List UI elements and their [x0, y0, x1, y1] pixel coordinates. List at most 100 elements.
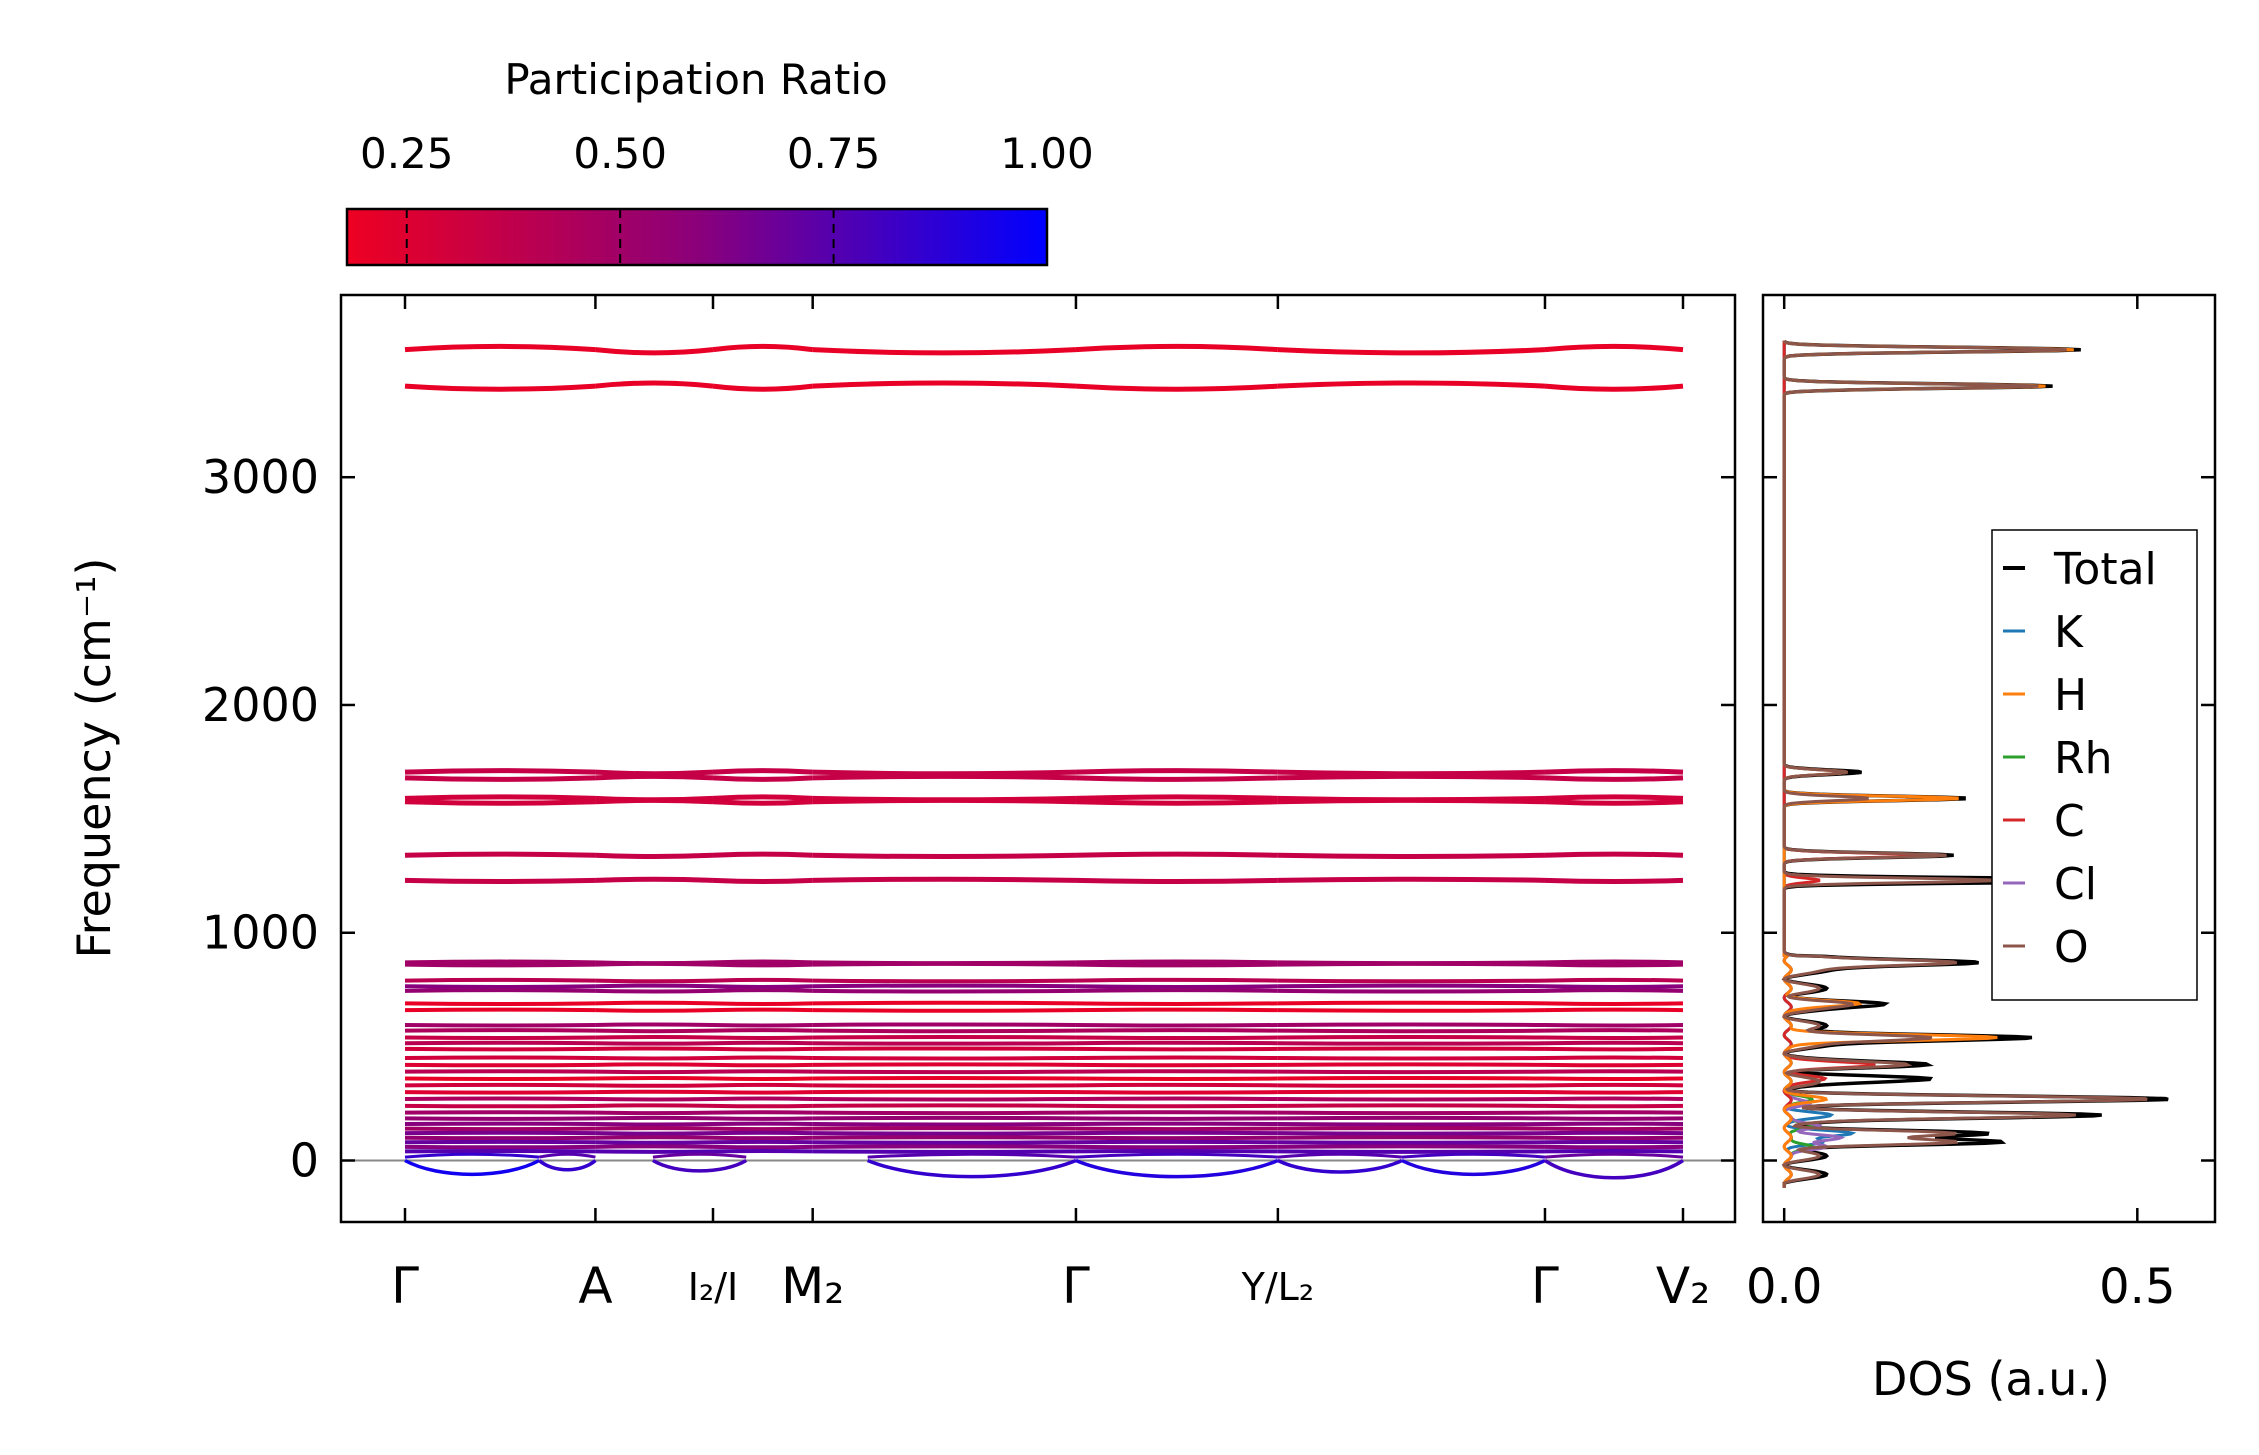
phonon-band [1277, 773, 1546, 781]
colorbar-tick-label: 0.50 [573, 129, 667, 178]
colorbar-title: Participation Ratio [504, 55, 887, 104]
acoustic-branch [1277, 1158, 1403, 1174]
kpoint-label: Γ [391, 1257, 419, 1315]
phonon-band [812, 876, 1076, 883]
phonon-band [1544, 1028, 1684, 1033]
kpoint-label: Γ [1062, 1257, 1090, 1315]
phonon-band [1075, 1001, 1278, 1006]
acoustic-branch [1401, 1158, 1546, 1177]
phonon-band [595, 978, 714, 984]
band-y-tick-label: 2000 [202, 678, 319, 732]
kpoint-label: A [578, 1257, 612, 1315]
phonon-band [595, 347, 714, 356]
phonon-band [812, 1000, 1076, 1006]
phonon-band [404, 962, 596, 968]
phonon-band [1075, 962, 1278, 968]
phonon-band [712, 962, 813, 968]
phonon-band [1544, 959, 1684, 965]
legend-frame [1991, 529, 2198, 1001]
phonon-band [1277, 347, 1546, 356]
phonon-band [404, 988, 596, 993]
phonon-band [712, 959, 813, 965]
phonon-band [404, 959, 596, 965]
phonon-band [812, 380, 1077, 389]
phonon-band [1544, 962, 1684, 968]
phonon-band [595, 380, 714, 389]
colorbar: Participation Ratio 0.25 0.50 0.75 1.00 [345, 55, 1094, 267]
phonon-band [595, 797, 714, 805]
phonon-band [712, 877, 813, 884]
phonon-band [1277, 797, 1546, 805]
phonon-band [1277, 1000, 1545, 1006]
phonon-band [1075, 383, 1279, 392]
dos-x-axis-label: DOS (a.u.) [1872, 1352, 2110, 1406]
kpoint-label: Y/L₂ [1241, 1265, 1314, 1309]
kpoint-label: I₂/I [688, 1265, 738, 1309]
kpoint-label: V₂ [1656, 1257, 1710, 1315]
dos-lines [1781, 340, 2188, 1188]
acoustic-branch [1075, 1158, 1279, 1179]
acoustic-branch [1401, 1152, 1546, 1159]
acoustic-branch [404, 1152, 540, 1159]
phonon-band [404, 775, 596, 782]
phonon-band [712, 851, 813, 858]
phonon-band [1544, 851, 1684, 858]
phonon-band [404, 977, 596, 983]
phonon-band [712, 768, 813, 775]
phonon-band [1075, 768, 1278, 775]
dos-y-ticks [1763, 475, 2215, 1162]
phonon-band [1277, 983, 1546, 989]
legend-label-cl: Cl [2054, 859, 2097, 910]
colorbar-tick-label: 1.00 [1000, 129, 1094, 178]
legend-label-c: C [2054, 796, 2085, 847]
phonon-band [712, 1028, 813, 1033]
kpoint-label: M₂ [781, 1257, 844, 1315]
phonon-band [595, 1028, 714, 1034]
phonon-band [1544, 1022, 1684, 1028]
phonon-band [404, 877, 596, 884]
phonon-band [404, 851, 596, 858]
phonon-band [1075, 775, 1278, 782]
phonon-band [404, 984, 596, 989]
colorbar-gradient [345, 207, 1049, 267]
band-x-ticks: Γ A I₂/I M₂ Γ Y/L₂ Γ V₂ [391, 295, 1710, 1315]
colorbar-ticks: 0.25 0.50 0.75 1.00 [360, 129, 1094, 265]
band-y-tick-label: 3000 [202, 450, 319, 504]
colorbar-tick-label: 0.25 [360, 129, 454, 178]
dos-x-tick-label: 0.0 [1746, 1259, 1822, 1315]
phonon-band [1544, 768, 1684, 775]
phonon-band [1075, 343, 1279, 353]
dos-axes-frame [1761, 293, 2217, 1224]
acoustic-branch [404, 1158, 541, 1177]
phonon-band [1075, 1007, 1278, 1013]
phonon-band [404, 768, 596, 775]
phonon-band [1544, 988, 1684, 993]
phonon-band [1544, 343, 1684, 353]
phonon-band [404, 343, 596, 353]
phonon-band [1075, 984, 1278, 989]
legend-label-h: H [2054, 670, 2087, 721]
phonon-band [812, 773, 1077, 781]
phonon-band [1075, 851, 1278, 858]
phonon-band [404, 1022, 596, 1028]
phonon-band [712, 775, 813, 782]
phonon-band [1075, 877, 1278, 884]
phonon-band [1277, 1008, 1545, 1013]
phonon-band [712, 1022, 813, 1028]
colorbar-tick-label: 0.75 [787, 129, 881, 178]
phonon-band [595, 876, 714, 883]
phonon-band [1277, 876, 1546, 883]
phonon-band [1277, 961, 1546, 967]
acoustic-branch [538, 1152, 596, 1159]
phonon-band [595, 1000, 714, 1006]
dos-legend: Total KH Rh C Cl O [1991, 529, 2198, 1001]
phonon-band [404, 383, 596, 392]
phonon-band [595, 769, 714, 777]
phonon-band [404, 1028, 596, 1033]
band-y-tick-label: 1000 [202, 906, 319, 960]
phonon-band [1075, 799, 1278, 806]
phonon-band [595, 1022, 714, 1027]
phonon-band [712, 1007, 813, 1013]
phonon-band [1544, 775, 1684, 782]
